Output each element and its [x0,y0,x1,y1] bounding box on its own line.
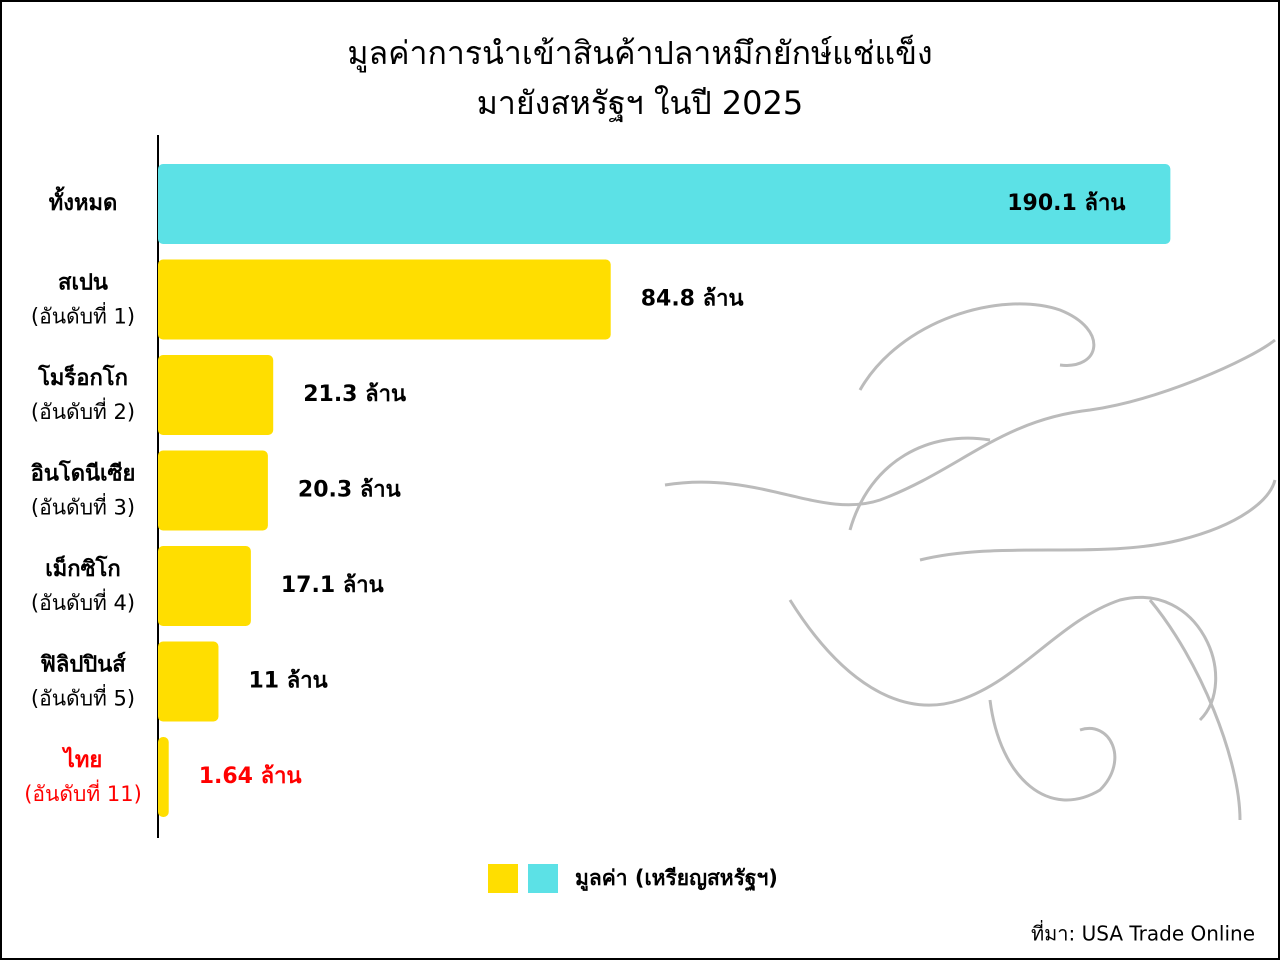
bar [158,546,251,626]
octopus-illustration [664,302,1277,821]
category-rank: (อันดับที่ 5) [31,684,135,711]
value-label: 11 ล้าน [248,669,327,694]
chart-title: มายังสหรัฐฯ ในปี 2025 [477,84,803,123]
bar [158,737,169,817]
category-label: ไทย [62,746,102,773]
source: ที่มา: USA Trade Online [1031,920,1255,946]
value-label: 84.8 ล้าน [641,287,744,312]
bar [158,355,274,435]
value-label: 17.1 ล้าน [281,573,384,598]
value-label: 1.64 ล้าน [199,764,302,789]
category-label: สเปน [58,271,108,296]
category-label: เม็กซิโก [45,554,120,582]
bar [158,259,611,340]
category-rank: (อันดับที่ 2) [31,397,135,424]
category-rank: (อันดับที่ 4) [31,588,135,615]
category-label: ทั้งหมด [49,186,118,216]
value-label: 20.3 ล้าน [298,478,401,503]
legend-swatch [528,864,558,893]
legend-swatch [488,864,518,893]
category-rank: (อันดับที่ 1) [31,302,135,329]
bar [158,450,268,531]
category-label: โมร็อกโก [37,363,128,391]
value-label: 21.3 ล้าน [303,382,406,407]
category-label: ฟิลิปปินส์ [40,652,126,678]
category-rank: (อันดับที่ 3) [31,493,135,520]
bar [158,641,219,722]
bar [158,164,1171,244]
category-rank: (อันดับที่ 11) [24,779,142,806]
chart-title: มูลค่าการนำเข้าสินค้าปลาหมึกยักษ์แช่แข็ง [347,34,932,73]
category-label: อินโดนีเซีย [31,460,136,487]
value-label: 190.1 ล้าน [1007,191,1125,216]
legend-label: มูลค่า (เหรียญสหรัฐฯ) [575,866,778,892]
